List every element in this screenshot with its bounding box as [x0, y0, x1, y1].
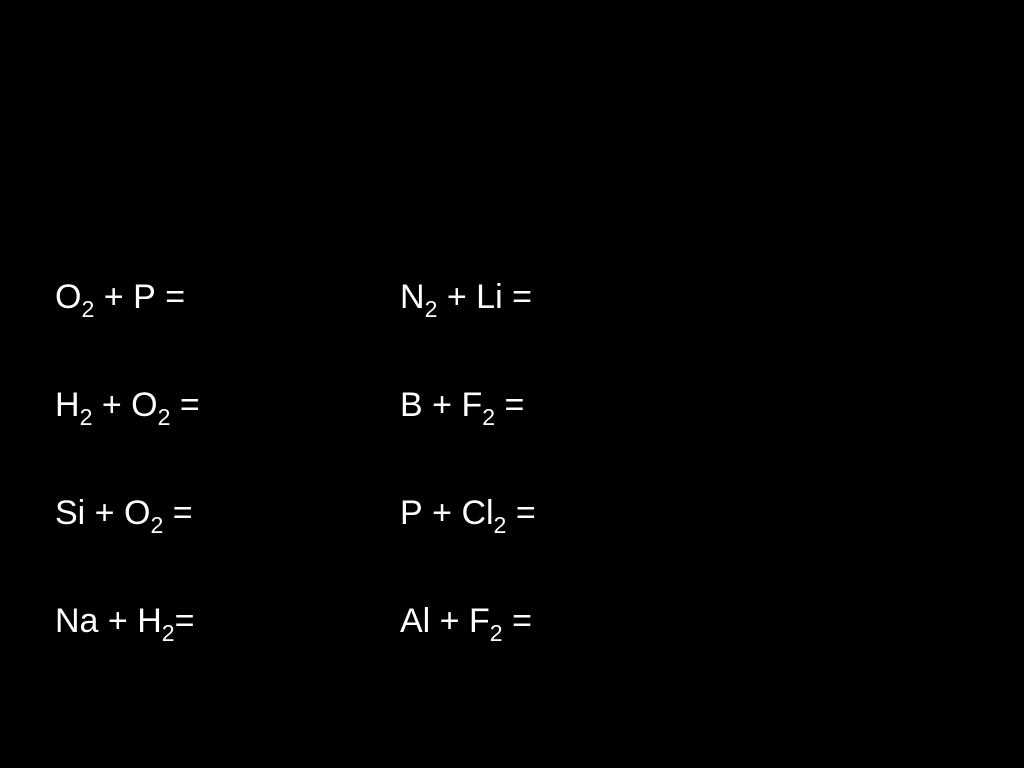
reactant-b: Li — [476, 278, 502, 316]
reactant-b-sub: 2 — [158, 404, 171, 430]
reactant-a-sub: 2 — [81, 296, 94, 322]
reactant-b-sub: 2 — [162, 620, 175, 646]
equation-left: Na + H2= — [55, 604, 400, 644]
reactant-b: P — [133, 278, 156, 316]
equation-right: Al + F2 = — [400, 604, 532, 644]
reactant-a-sub: 2 — [80, 404, 93, 430]
equation-right: P + Cl2 = — [400, 496, 536, 536]
reactant-a: Na — [55, 602, 98, 640]
reactant-b: O — [131, 386, 157, 424]
operator: + — [423, 386, 462, 424]
operator: + — [98, 602, 137, 640]
equations-list: O2 + P = N2 + Li = H2 + O2 = B + F2 = Si… — [55, 280, 955, 712]
equation-row: Na + H2= Al + F2 = — [55, 604, 955, 644]
equation-right: B + F2 = — [400, 388, 524, 428]
equals: = — [170, 386, 199, 424]
reactant-b: H — [137, 602, 162, 640]
operator: + — [85, 494, 124, 532]
equation-left: H2 + O2 = — [55, 388, 400, 428]
reactant-a: P — [400, 494, 423, 532]
equals: = — [503, 278, 532, 316]
reactant-a: O — [55, 278, 81, 316]
equation-row: O2 + P = N2 + Li = — [55, 280, 955, 320]
operator: + — [94, 278, 133, 316]
reactant-b: O — [124, 494, 150, 532]
equals: = — [495, 386, 524, 424]
reactant-b: F — [469, 602, 490, 640]
reactant-b-sub: 2 — [482, 404, 495, 430]
equals: = — [503, 602, 532, 640]
equals: = — [175, 602, 195, 640]
operator: + — [437, 278, 476, 316]
equation-left: O2 + P = — [55, 280, 400, 320]
reactant-a: N — [400, 278, 425, 316]
reactant-a-sub: 2 — [425, 296, 438, 322]
reactant-a: H — [55, 386, 80, 424]
reactant-a: Si — [55, 494, 85, 532]
equals: = — [156, 278, 185, 316]
equation-row: H2 + O2 = B + F2 = — [55, 388, 955, 428]
operator: + — [430, 602, 469, 640]
equals: = — [506, 494, 535, 532]
reactant-b-sub: 2 — [150, 512, 163, 538]
equation-left: Si + O2 = — [55, 496, 400, 536]
reactant-b: F — [461, 386, 482, 424]
equation-row: Si + O2 = P + Cl2 = — [55, 496, 955, 536]
equals: = — [163, 494, 192, 532]
reactant-b: Cl — [461, 494, 493, 532]
reactant-b-sub: 2 — [494, 512, 507, 538]
equation-right: N2 + Li = — [400, 280, 532, 320]
reactant-a: Al — [400, 602, 430, 640]
operator: + — [92, 386, 131, 424]
reactant-b-sub: 2 — [490, 620, 503, 646]
operator: + — [423, 494, 462, 532]
reactant-a: B — [400, 386, 423, 424]
